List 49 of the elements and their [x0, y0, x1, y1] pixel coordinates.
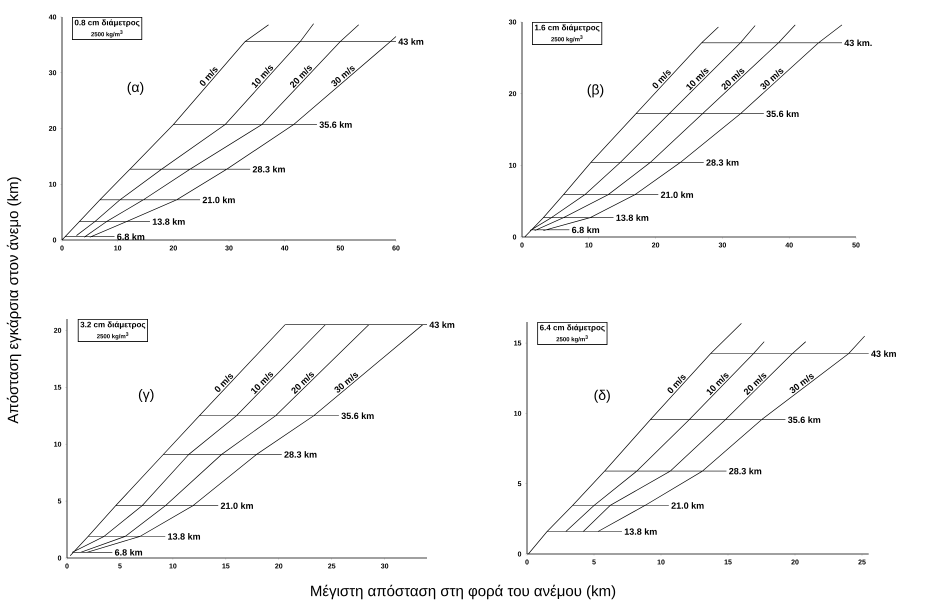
ref-line-label: 21.0 km: [220, 502, 253, 509]
y-axis-title: Απόσταση εγκάρσια στον άνεμο (km): [6, 177, 22, 424]
ref-line-label: 21.0 km: [202, 196, 235, 204]
ref-line-label: 28.3 km: [729, 468, 762, 474]
annotation: 6.4 cm διάμετρος: [540, 324, 605, 332]
text: 20 m/s: [291, 372, 314, 394]
ref-line-label: 6.8 km: [114, 549, 142, 556]
ref-line-label: 21.0 km: [671, 502, 704, 509]
ref-line-label: 43 km.: [844, 39, 872, 46]
text: 10 m/s: [251, 372, 274, 394]
text: 30 m/s: [790, 374, 814, 394]
text: 20 m/s: [722, 68, 744, 90]
text: 0 m/s: [652, 70, 671, 88]
ref-line-label: 6.8 km: [572, 226, 600, 234]
ref-line-label: 43 km: [871, 350, 896, 357]
annotation: (δ): [594, 390, 610, 403]
annotation: 3.2 cm διάμετρος: [80, 321, 146, 329]
ref-line-label: 13.8 km: [168, 533, 200, 540]
text: 20 m/s: [290, 66, 312, 88]
text: 0 m/s: [668, 374, 686, 394]
ref-line-label: 6.8 km: [117, 233, 144, 240]
text: 30 m/s: [334, 372, 358, 393]
ref-line-label: 21.0 km: [660, 191, 694, 198]
ref-line-label: 13.8 km: [616, 214, 648, 221]
ref-line-label: 13.8 km: [624, 528, 657, 535]
ref-line-label: 35.6 km: [341, 412, 374, 420]
ref-line-label: 28.3 km: [706, 159, 738, 166]
annotation: 1.6 cm διάμετρος: [534, 24, 600, 32]
annotation: (β): [588, 84, 604, 98]
ref-line-label: 43 km: [429, 321, 454, 328]
text: 10 m/s: [706, 373, 729, 396]
text: 10 m/s: [686, 68, 709, 90]
text: 0 m/s: [214, 374, 234, 392]
ref-line-label: 43 km: [398, 38, 424, 45]
ref-line-label: 35.6 km: [788, 416, 820, 424]
ref-line-label: 13.8 km: [152, 218, 185, 225]
ref-line-label: 35.6 km: [766, 110, 799, 118]
ref-line-label: 28.3 km: [252, 166, 285, 172]
annotation: (γ): [138, 388, 154, 402]
text: 0 m/s: [200, 67, 218, 86]
text: 10 m/s: [252, 66, 274, 88]
annotation: (α): [128, 82, 144, 95]
text: 30 m/s: [331, 66, 355, 86]
x-axis-title: Μέγιστη απόσταση στη φορά του ανέμου (km): [311, 584, 616, 600]
ref-line-label: 35.6 km: [319, 121, 352, 128]
text: 20 m/s: [744, 373, 766, 396]
annotation: 0.8 cm διάμετρος: [74, 19, 140, 27]
ref-line-label: 28.3 km: [284, 451, 316, 458]
text: 30 m/s: [760, 68, 784, 90]
